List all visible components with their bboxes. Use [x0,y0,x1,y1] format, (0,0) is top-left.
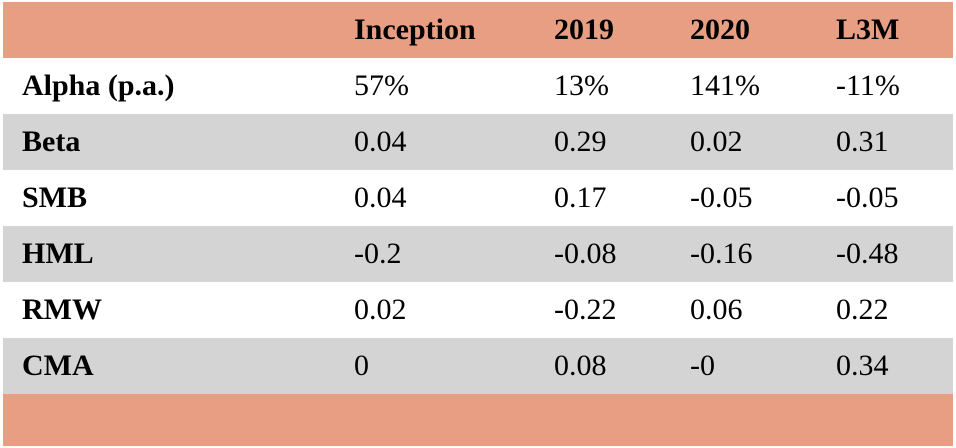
table-cell: 0.06 [690,293,743,326]
table-cell: -0.48 [836,237,899,270]
table-cell: 0.17 [554,181,607,214]
table-cell: -0 [690,349,715,382]
row-label: SMB [22,181,88,214]
table-cell: -0.2 [354,237,402,270]
table-row: RMW 0.02 -0.22 0.06 0.22 [3,282,953,338]
row-label: CMA [22,349,94,382]
column-header-2019: 2019 [554,13,614,46]
column-header-l3m: L3M [836,13,900,46]
table-cell: -0.05 [690,181,753,214]
table-cell: 0.34 [836,349,889,382]
table-cell: 0 [354,349,369,382]
table-row: CMA 0 0.08 -0 0.34 [3,338,953,394]
table-cell: 0.04 [354,181,407,214]
table-cell: -11% [836,69,900,102]
table-cell: 0.29 [554,125,607,158]
row-label: HML [22,237,94,270]
table-cell: 57% [354,69,409,102]
table-header-row: Inception 2019 2020 L3M [3,2,953,58]
table-cell: -0.08 [554,237,617,270]
table-cell: 0.04 [354,125,407,158]
table-cell: -0.22 [554,293,617,326]
table-footer-band [3,394,953,446]
table-cell: 0.22 [836,293,889,326]
table-row: Beta 0.04 0.29 0.02 0.31 [3,114,953,170]
table-cell: -0.16 [690,237,753,270]
column-header-inception: Inception [354,13,476,46]
row-label: Beta [22,125,81,158]
table-cell: 0.02 [690,125,743,158]
table-cell: 141% [690,69,760,102]
row-label: RMW [22,293,102,326]
table-row: HML -0.2 -0.08 -0.16 -0.48 [3,226,953,282]
table-cell: -0.05 [836,181,899,214]
table-row: Alpha (p.a.) 57% 13% 141% -11% [3,58,953,114]
table-cell: 0.08 [554,349,607,382]
table-cell: 0.02 [354,293,407,326]
table-cell: 13% [554,69,609,102]
row-label: Alpha (p.a.) [22,69,175,102]
column-header-2020: 2020 [690,13,750,46]
table-row: SMB 0.04 0.17 -0.05 -0.05 [3,170,953,226]
table-cell: 0.31 [836,125,889,158]
